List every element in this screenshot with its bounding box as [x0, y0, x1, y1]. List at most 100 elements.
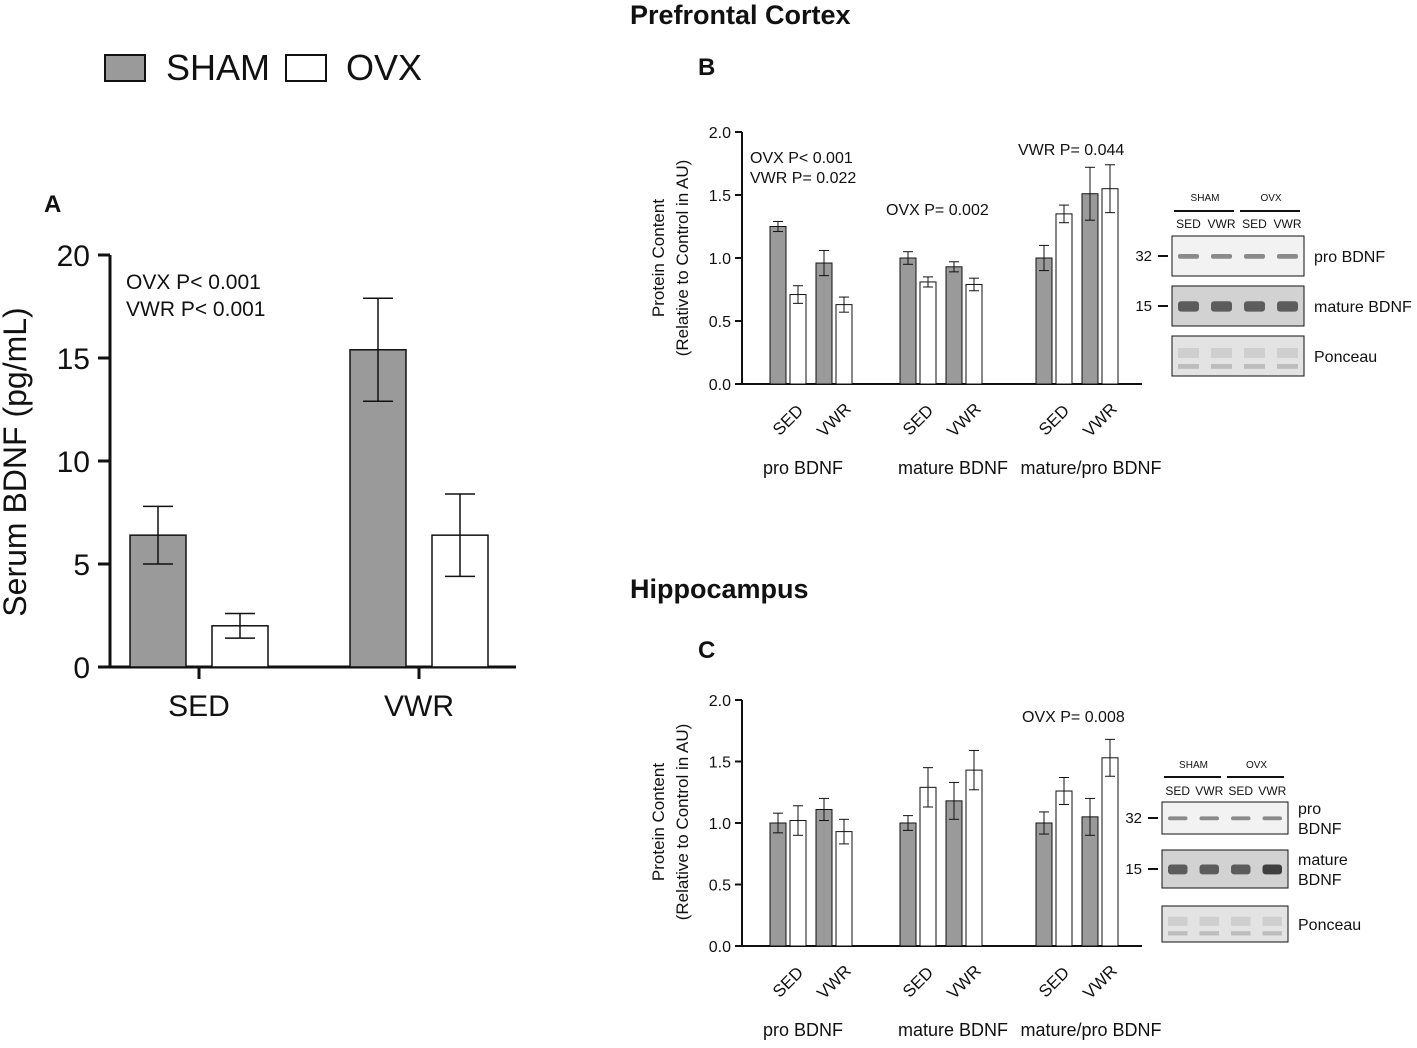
panel-c-blot-blot-band — [1168, 916, 1188, 926]
panel-b-blot-blot-band — [1211, 254, 1232, 259]
panel-b-bar-g1-sham-sed — [899, 257, 917, 385]
panel-b-ytick-label: 0.5 — [709, 314, 731, 331]
panel-b-blot-lane-label: VWR — [1208, 217, 1236, 231]
panel-b-bar-g2-sham-sed — [1035, 257, 1053, 385]
panel-c-ytick-label: 0.5 — [709, 878, 731, 895]
panel-b-ylabel-line1: Protein Content — [649, 199, 668, 317]
panel-letter-a: A — [44, 191, 61, 218]
panel-c-blot-blot-band — [1231, 931, 1251, 936]
panel-c-blot-blot-band — [1168, 816, 1188, 821]
panel-c-bar-g2-sham-sed — [1035, 822, 1053, 947]
panel-c-blot-lane-label: SED — [1165, 784, 1190, 798]
panel-b-bar-g0-ovx-vwr — [835, 304, 853, 385]
panel-c-blot-group-sham: SHAM — [1179, 760, 1208, 771]
panel-c-blot-blot-band — [1262, 864, 1282, 875]
panel-c-bar-g1-ovx-sed — [919, 786, 937, 947]
panel-c-blot-marker-label: 15 — [1125, 861, 1142, 878]
panel-b-xtick-label: SED — [1035, 401, 1073, 439]
panel-b-blot-blot-band — [1211, 348, 1232, 358]
panel-c-blot-marker-label: 32 — [1125, 810, 1142, 827]
panel-b-bar-g0-sham-sed — [769, 226, 787, 385]
legend: SHAM OVX — [104, 47, 422, 88]
panel-b-ytick-label: 1.5 — [709, 188, 731, 205]
panel-b-blot-blot-band — [1178, 348, 1199, 358]
panel-b-blot-row-label: Ponceau — [1314, 349, 1377, 366]
panel-b-blot-lane-label: SED — [1242, 217, 1267, 231]
panel-b-bar-g1-ovx-vwr — [965, 283, 983, 385]
panel-b-group-label: mature BDNF — [898, 458, 1008, 478]
panel-c-blot-blot-band — [1231, 864, 1251, 875]
panel-b-bar-g1-sham-vwr — [945, 266, 963, 385]
panel-b-blot-blot-band — [1277, 348, 1298, 358]
section-title-prefrontal: Prefrontal Cortex — [630, 0, 851, 30]
panel-c-xtick-label: VWR — [1079, 961, 1120, 1002]
panel-b-bar-g2-ovx-vwr — [1101, 188, 1119, 385]
panel-c-blot-row-label: pro — [1298, 801, 1321, 818]
panel-c-ytick-label: 2.0 — [709, 693, 731, 710]
panel-b-bar-g0-sham-vwr — [815, 262, 833, 385]
panel-b-blot-blot-band — [1178, 254, 1199, 259]
panel-b-annotation-ratio: VWR P= 0.044 — [1018, 142, 1124, 159]
panel-b-xtick-label: VWR — [813, 399, 854, 440]
legend-label-sham: SHAM — [166, 47, 270, 88]
panel-c-ytick-label: 1.0 — [709, 816, 731, 833]
panel-b-group-label: mature/pro BDNF — [1020, 458, 1161, 478]
panel-c-group-label: pro BDNF — [763, 1020, 843, 1040]
panel-a-ytick-label: 5 — [73, 549, 90, 582]
panel-b-blot-blot-band — [1178, 301, 1199, 312]
panel-c-blot-blot-band — [1262, 916, 1282, 926]
panel-c-bar-g2-ovx-sed — [1055, 790, 1073, 947]
panel-b-xtick-label: VWR — [943, 399, 984, 440]
panel-c-blot-group-ovx: OVX — [1246, 760, 1267, 771]
panel-b-chart: Protein Content (Relative to Control in … — [649, 125, 1162, 478]
panel-b-blot-blot-band — [1211, 301, 1232, 312]
panel-b-ytick-label: 1.0 — [709, 251, 731, 268]
panel-c-blot-blot-band — [1168, 864, 1188, 875]
legend-swatch-ovx — [285, 54, 327, 82]
panel-b-blot-group-sham: SHAM — [1191, 193, 1220, 204]
panel-letter-c: C — [698, 637, 715, 664]
panel-a-ytick-label: 20 — [57, 240, 90, 273]
panel-b-blot-blot-band — [1178, 364, 1199, 369]
panel-b-blot-row-label: mature BDNF — [1314, 299, 1412, 316]
panel-c-blot-blot-band — [1199, 916, 1219, 926]
panel-b-annotation-mature: OVX P= 0.002 — [886, 202, 989, 219]
panel-c-blot-row-label: BDNF — [1298, 872, 1342, 889]
panel-c-bar-g1-sham-sed — [899, 822, 917, 947]
panel-c-group-label: mature BDNF — [898, 1020, 1008, 1040]
panel-c-blot-lane-label: VWR — [1195, 784, 1223, 798]
panel-b-blot-lane-label: VWR — [1274, 217, 1302, 231]
panel-b-ylabel-line2: (Relative to Control in AU) — [673, 160, 692, 357]
panel-b-bar-g0-ovx-sed — [789, 294, 807, 385]
panel-c-blot-blot-band — [1199, 864, 1219, 875]
panel-c-bar-g1-ovx-vwr — [965, 769, 983, 947]
panel-a-ylabel: Serum BDNF (pg/mL) — [0, 307, 33, 616]
panel-a-bar-sham-vwr — [349, 349, 407, 668]
section-title-hippocampus: Hippocampus — [630, 574, 809, 604]
panel-c-annotation-ratio: OVX P= 0.008 — [1022, 709, 1125, 726]
panel-c-blot-blot-band — [1199, 931, 1219, 936]
panel-b-bar-g2-sham-vwr — [1081, 193, 1099, 385]
panel-a-ytick-label: 10 — [57, 446, 90, 479]
panel-b-western-blot: SHAM OVX SED VWR SED VWR 32 pro BDNF 15 mature BD… — [1135, 193, 1412, 377]
panel-b-xtick-label: SED — [769, 401, 807, 439]
panel-c-blot-blot-band — [1262, 931, 1282, 936]
panel-c-blot-blot-band — [1231, 816, 1251, 821]
panel-letter-b: B — [698, 54, 715, 81]
panel-c-blot-blot-band — [1199, 816, 1219, 821]
panel-c-xtick-label: SED — [1035, 963, 1073, 1001]
panel-b-bar-g1-ovx-sed — [919, 281, 937, 385]
panel-c-ytick-label: 1.5 — [709, 755, 731, 772]
panel-c-bar-g0-sham-sed — [769, 822, 787, 947]
panel-b-bar-g2-ovx-sed — [1055, 213, 1073, 385]
panel-c-xtick-label: SED — [899, 963, 937, 1001]
panel-c-blot-row-label: Ponceau — [1298, 917, 1361, 934]
panel-b-xtick-label: VWR — [1079, 399, 1120, 440]
panel-c-xtick-label: VWR — [813, 961, 854, 1002]
panel-c-bar-g0-ovx-sed — [789, 820, 807, 947]
panel-b-blot-blot-band — [1244, 348, 1265, 358]
panel-c-blot-lane-label: SED — [1228, 784, 1253, 798]
panel-b-blot-blot-band — [1211, 364, 1232, 369]
panel-a-annotation-2: VWR P< 0.001 — [126, 298, 265, 321]
panel-b-blot-blot-band — [1277, 254, 1298, 259]
